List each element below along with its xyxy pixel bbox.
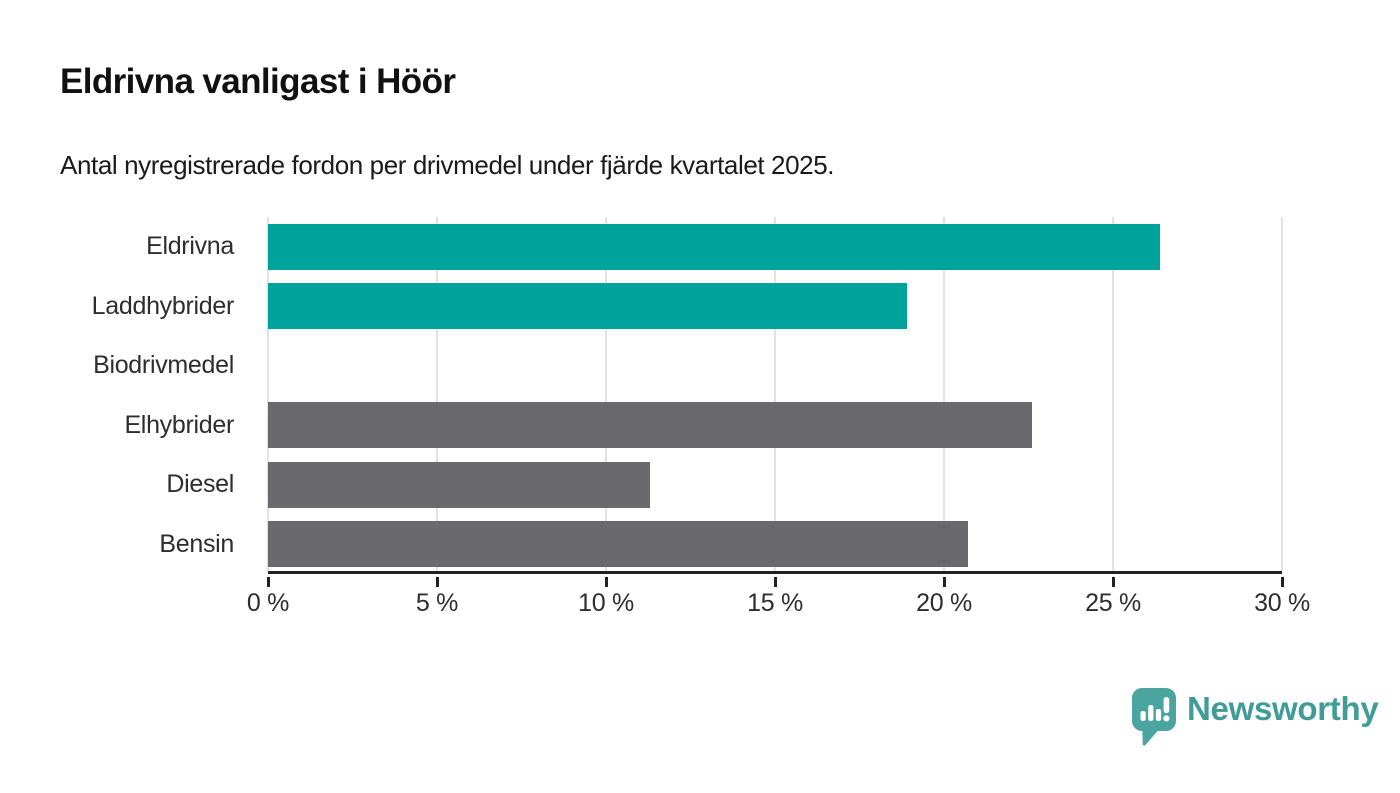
gridline bbox=[943, 217, 945, 571]
category-label: Elhybrider bbox=[124, 410, 234, 439]
gridline bbox=[436, 217, 438, 571]
x-tick-label: 5 % bbox=[415, 589, 459, 617]
bar-row bbox=[268, 402, 1282, 449]
newsworthy-wordmark: Newsworthy bbox=[1187, 690, 1379, 727]
bar-diesel bbox=[268, 461, 650, 508]
gridline bbox=[1112, 217, 1114, 571]
category-label: Biodrivmedel bbox=[93, 351, 234, 380]
x-tick bbox=[266, 577, 270, 587]
bar-row bbox=[268, 283, 1282, 330]
bar-eldrivna bbox=[268, 223, 1161, 270]
bar-elhybrider bbox=[268, 402, 1032, 449]
bar-row bbox=[268, 461, 1282, 508]
x-tick-label: 0 % bbox=[246, 589, 290, 617]
category-axis: Eldrivna Laddhybrider Biodrivmedel Elhybrid… bbox=[0, 217, 252, 574]
category-label: Bensin bbox=[159, 529, 234, 558]
gridline bbox=[1281, 217, 1283, 571]
newsworthy-logo: Newsworthy bbox=[1132, 688, 1379, 746]
bar-row bbox=[268, 223, 1282, 270]
gridline bbox=[267, 217, 269, 571]
x-tick bbox=[1111, 577, 1115, 587]
gridline bbox=[605, 217, 607, 571]
x-tick-label: 20 % bbox=[916, 589, 972, 617]
x-tick bbox=[435, 577, 439, 587]
value-axis: 0 % 5 % 10 % 15 % 20 % 25 % 30 % bbox=[247, 577, 1310, 627]
plot-area bbox=[267, 217, 1283, 574]
x-tick-label: 15 % bbox=[747, 589, 803, 617]
x-tick bbox=[773, 577, 777, 587]
bar-laddhybrider bbox=[268, 283, 907, 330]
x-tick-label: 10 % bbox=[578, 589, 634, 617]
bar-bensin bbox=[268, 521, 968, 568]
category-label: Diesel bbox=[166, 470, 234, 499]
category-label: Eldrivna bbox=[146, 232, 234, 261]
x-tick-label: 30 % bbox=[1254, 589, 1310, 617]
bar-row bbox=[268, 343, 1282, 389]
x-tick-label: 25 % bbox=[1085, 589, 1141, 617]
chart-subtitle: Antal nyregistrerade fordon per drivmede… bbox=[60, 150, 835, 180]
newsworthy-mark-icon bbox=[1132, 688, 1176, 746]
x-tick bbox=[1280, 577, 1284, 587]
bar-row bbox=[268, 521, 1282, 568]
category-label: Laddhybrider bbox=[91, 291, 235, 320]
gridline bbox=[774, 217, 776, 571]
x-tick bbox=[604, 577, 608, 587]
chart-title: Eldrivna vanligast i Höör bbox=[60, 62, 456, 101]
x-tick bbox=[942, 577, 946, 587]
